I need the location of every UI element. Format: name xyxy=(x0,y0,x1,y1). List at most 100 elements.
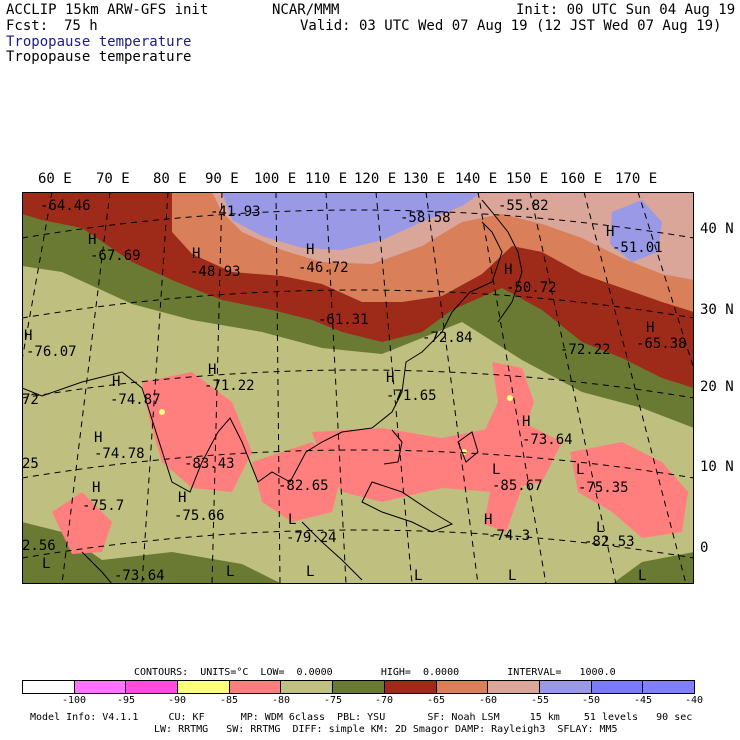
low-marker: L xyxy=(638,568,646,584)
temp-value: 25 xyxy=(22,456,39,472)
lon-label: 80 E xyxy=(153,171,187,187)
low-marker: L xyxy=(42,556,50,572)
temp-value: -73.64 xyxy=(114,568,165,584)
temp-value: -72.84 xyxy=(422,330,473,346)
temp-value: -48.93 xyxy=(190,264,241,280)
high-marker: H xyxy=(92,480,100,496)
graticule xyxy=(22,192,694,584)
temp-value: -41.93 xyxy=(210,204,261,220)
colorbar-label: -45 xyxy=(633,695,653,706)
temp-value: -67.69 xyxy=(90,248,141,264)
temp-value: -58.58 xyxy=(400,210,451,226)
temp-value: -79.24 xyxy=(286,530,337,546)
temp-value: -72.22 xyxy=(560,342,611,358)
lat-label: 20 N xyxy=(700,379,734,395)
low-marker: L xyxy=(288,512,296,528)
colorbar-label: -70 xyxy=(374,695,394,706)
tropopause-temperature-map: -64.46 -41.93 -58.58 -55.82 -67.69 -48.9… xyxy=(22,192,694,584)
colorbar-segment xyxy=(126,681,179,693)
forecast-hours: 75 h xyxy=(64,18,98,34)
shaded-field xyxy=(22,192,694,584)
high-marker: H xyxy=(24,328,32,344)
org-label: NCAR/MMM xyxy=(272,2,340,18)
temp-value: -51.01 xyxy=(612,240,663,256)
map-frame xyxy=(22,192,694,584)
lon-label: 150 E xyxy=(506,171,549,187)
high-marker: H xyxy=(94,430,102,446)
colorbar-segment xyxy=(436,681,489,693)
lon-label: 60 E xyxy=(38,171,72,187)
high-marker: H xyxy=(112,374,120,390)
colorbar-segment xyxy=(281,681,334,693)
contours-info: CONTOURS: UNITS=°C LOW= 0.0000 HIGH= 0.0… xyxy=(134,667,616,678)
extrema-markers: H H H H H H H H H H H H H H H L L L L L … xyxy=(24,224,654,584)
low-marker: L xyxy=(596,520,604,536)
colorbar-segment xyxy=(384,681,437,693)
high-marker: H xyxy=(504,262,512,278)
high-marker: H xyxy=(606,224,614,240)
temp-value: -75.7 xyxy=(82,498,124,514)
temp-value: -74.3 xyxy=(488,528,530,544)
lat-label: 10 N xyxy=(700,459,734,475)
colorbar xyxy=(22,680,695,694)
high-marker: H xyxy=(208,362,216,378)
low-marker: L xyxy=(576,462,584,478)
temp-value: -82.53 xyxy=(584,534,635,550)
lon-label: 120 E xyxy=(354,171,397,187)
high-marker: H xyxy=(646,320,654,336)
temp-value: 2.56 xyxy=(22,538,56,554)
low-marker: L xyxy=(508,568,516,584)
lon-label: 130 E xyxy=(403,171,446,187)
coastlines xyxy=(22,199,523,584)
colorbar-segment xyxy=(539,681,592,693)
high-marker: H xyxy=(178,490,186,506)
init-time: Init: 00 UTC Sun 04 Aug 19 xyxy=(516,2,736,18)
temp-value: -46.72 xyxy=(298,260,349,276)
colorbar-label: -65 xyxy=(426,695,446,706)
lat-label: 0 xyxy=(700,540,709,556)
colorbar-segment xyxy=(178,681,230,693)
colorbar-segment xyxy=(23,681,75,693)
lat-label: 40 N xyxy=(700,221,734,237)
colorbar-label: -95 xyxy=(116,695,136,706)
temp-value: -76.07 xyxy=(26,344,77,360)
low-marker: L xyxy=(414,568,422,584)
model-physics: LW: RRTMG SW: RRTMG DIFF: simple KM: 2D … xyxy=(154,724,618,735)
model-info: Model Info: V4.1.1 CU: KF MP: WDM 6class… xyxy=(30,712,693,723)
temp-value: -55.82 xyxy=(498,198,549,214)
high-marker: H xyxy=(386,370,394,386)
temp-value: -83.43 xyxy=(184,456,235,472)
field-title-primary: Tropopause temperature xyxy=(6,34,192,50)
lon-label: 140 E xyxy=(455,171,498,187)
lon-label: 110 E xyxy=(305,171,348,187)
colorbar-label: -55 xyxy=(530,695,550,706)
field-title-secondary: Tropopause temperature xyxy=(6,49,192,65)
colorbar-label: -100 xyxy=(61,695,87,706)
temp-value: -74.78 xyxy=(94,446,145,462)
lon-label: 160 E xyxy=(560,171,603,187)
temp-value: -64.46 xyxy=(40,198,91,214)
colorbar-label: -60 xyxy=(478,695,498,706)
lon-label: 170 E xyxy=(615,171,658,187)
temp-value: -75.35 xyxy=(578,480,629,496)
temp-value: -71.65 xyxy=(386,388,437,404)
colorbar-label: -80 xyxy=(271,695,291,706)
lon-label: 100 E xyxy=(254,171,297,187)
low-marker: L xyxy=(226,564,234,580)
forecast-label: Fcst: xyxy=(6,18,49,34)
colorbar-label: -85 xyxy=(219,695,239,706)
high-marker: H xyxy=(192,246,200,262)
high-marker: H xyxy=(306,242,314,258)
high-marker: H xyxy=(522,414,530,430)
temp-value: -71.22 xyxy=(204,378,255,394)
temp-value: -65.38 xyxy=(636,336,687,352)
lon-label: 70 E xyxy=(96,171,130,187)
colorbar-label: -50 xyxy=(581,695,601,706)
model-title: ACCLIP 15km ARW-GFS init xyxy=(6,2,209,18)
colorbar-segment xyxy=(591,681,644,693)
colorbar-label: -75 xyxy=(323,695,343,706)
temp-value: -61.31 xyxy=(318,312,369,328)
colorbar-segment xyxy=(74,681,127,693)
temp-value: -85.67 xyxy=(492,478,543,494)
temp-value: -50.72 xyxy=(506,280,557,296)
